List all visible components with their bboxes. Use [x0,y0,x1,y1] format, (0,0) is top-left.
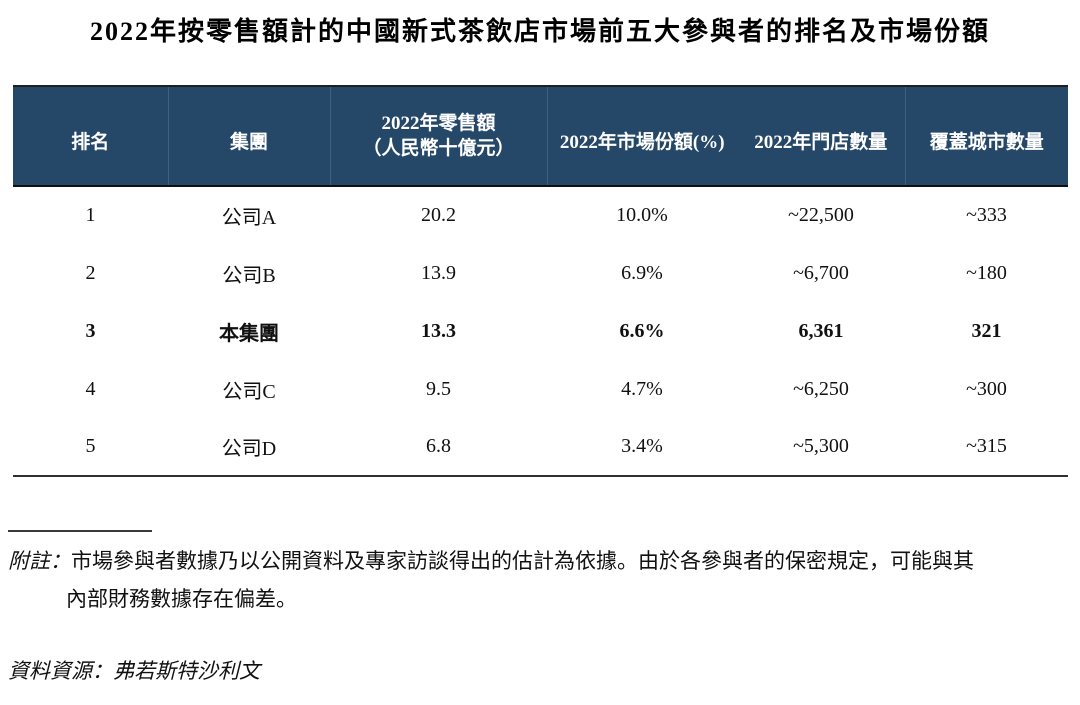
cell-share: 6.9% [621,261,663,284]
footnote-line-1: 附註：市場參與者數據乃以公開資料及專家訪談得出的估計為依據。由於各參與者的保密規… [8,542,1072,580]
cell-stores: ~22,500 [788,204,854,226]
cell-stores: ~6,250 [793,377,849,400]
cell-group: 公司A [221,207,277,229]
header-share: 2022年市場份額(%) [547,86,737,187]
cell-stores: 6,361 [798,319,844,342]
cell-cities: ~180 [966,261,1007,284]
cell-share: 4.7% [621,377,663,400]
header-group: 集團 [168,86,331,187]
table-row: 2 公司B 13.9 6.9% ~6,700 ~180 [13,244,1068,302]
header-retail-label-line1: 2022年零售額 [381,113,496,134]
table-row: 5 公司D 6.8 3.4% ~5,300 ~315 [13,418,1068,476]
header-retail-label-line2: （人民幣十億元） [362,138,515,159]
table-row-our-group: 3 本集團 13.3 6.6% 6,361 321 [13,302,1068,360]
cell-group: 本集團 [219,322,279,345]
cell-retail: 9.5 [426,377,451,400]
cell-cities: ~300 [966,377,1007,400]
cell-rank: 3 [85,319,96,342]
table-row: 4 公司C 9.5 4.7% ~6,250 ~300 [13,360,1068,418]
header-cities: 覆蓋城市數量 [905,86,1068,187]
data-source: 資料資源：弗若斯特沙利文 [8,659,260,683]
cell-cities: ~315 [966,435,1007,457]
cell-rank: 4 [85,377,96,400]
cell-stores: ~5,300 [793,435,849,457]
table-body: 1 公司A 20.2 10.0% ~22,500 ~333 2 公司B 13.9… [13,186,1068,476]
header-cities-label: 覆蓋城市數量 [929,131,1044,153]
footnote: 附註：市場參與者數據乃以公開資料及專家訪談得出的估計為依據。由於各參與者的保密規… [8,542,1072,618]
cell-group: 公司B [222,264,276,287]
cell-retail: 13.9 [421,261,456,284]
footnote-label: 附註： [8,549,71,573]
header-rank: 排名 [13,86,169,187]
cell-retail: 20.2 [421,204,456,226]
header-rank-label: 排名 [71,131,110,153]
header-group-label: 集團 [229,131,268,153]
cell-share: 6.6% [619,319,665,342]
cell-retail: 6.8 [426,435,451,457]
footnote-text-2: 內部財務數據存在偏差。 [66,587,297,611]
cell-rank: 5 [85,435,96,457]
cell-cities: ~333 [966,204,1007,226]
page-title: 2022年按零售額計的中國新式茶飲店市場前五大參與者的排名及市場份額 [89,17,990,46]
cell-stores: ~6,700 [793,261,849,284]
cell-share: 10.0% [616,204,668,226]
header-retail: 2022年零售額 （人民幣十億元） [330,86,548,187]
footnote-line-2: 內部財務數據存在偏差。 [66,580,1072,618]
cell-rank: 1 [85,204,96,226]
header-stores-label: 2022年門店數量 [754,131,888,153]
footnote-text-1: 市場參與者數據乃以公開資料及專家訪談得出的估計為依據。由於各參與者的保密規定，可… [71,549,974,573]
cell-retail: 13.3 [421,319,456,342]
cell-rank: 2 [85,261,96,284]
header-row: 排名 集團 2022年零售額 （人民幣十億元） 2022年市場份額(%) 202… [13,86,1068,187]
header-share-label: 2022年市場份額(%) [559,131,725,153]
header-stores: 2022年門店數量 [737,86,906,187]
cell-group: 公司D [221,438,277,460]
cell-share: 3.4% [621,435,663,457]
cell-cities: 321 [971,319,1002,342]
ranking-table: 排名 集團 2022年零售額 （人民幣十億元） 2022年市場份額(%) 202… [13,85,1068,477]
cell-group: 公司C [222,380,276,403]
table-header: 排名 集團 2022年零售額 （人民幣十億元） 2022年市場份額(%) 202… [13,86,1068,187]
table-row: 1 公司A 20.2 10.0% ~22,500 ~333 [13,186,1068,244]
footnote-divider [8,530,152,532]
